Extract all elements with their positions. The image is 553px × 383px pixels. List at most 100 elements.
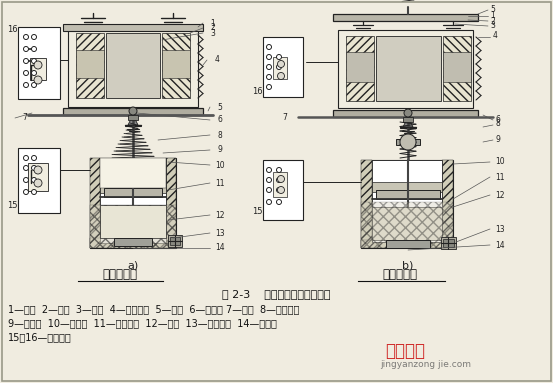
Text: 14: 14 [495, 241, 505, 249]
Bar [372, 207, 442, 240]
Circle shape [267, 64, 272, 69]
Circle shape [32, 165, 36, 170]
Bar [90, 158, 100, 248]
Text: 5: 5 [217, 103, 222, 111]
Circle shape [23, 177, 29, 183]
Circle shape [23, 70, 29, 75]
Circle shape [23, 155, 29, 160]
Text: 6: 6 [495, 116, 500, 124]
Text: 11: 11 [495, 172, 505, 182]
Circle shape [32, 34, 36, 39]
Circle shape [32, 155, 36, 160]
Circle shape [267, 75, 272, 80]
Bar [333, 14, 478, 21]
Circle shape [276, 64, 281, 69]
Text: 13: 13 [215, 229, 225, 237]
Circle shape [276, 167, 281, 172]
Text: 图 2-3    空气阻尼式时间继电器: 图 2-3 空气阻尼式时间继电器 [222, 289, 330, 299]
Bar [441, 237, 456, 249]
Bar [372, 160, 442, 242]
Circle shape [34, 76, 42, 84]
Bar [338, 30, 473, 108]
Text: 12: 12 [495, 190, 505, 200]
Bar [386, 240, 430, 248]
Bar [361, 160, 372, 248]
Text: 1: 1 [211, 18, 215, 28]
Bar [90, 158, 176, 248]
Bar [333, 110, 478, 117]
Circle shape [129, 107, 137, 115]
Bar [346, 36, 374, 101]
Text: jingyanzong jie.com: jingyanzong jie.com [380, 360, 471, 369]
Text: 6: 6 [217, 116, 222, 124]
Text: 9—弱弹簧  10—橡皮膜  11—空气宝壁  12—活塞  13—调节螺杆  14—进气门: 9—弱弹簧 10—橡皮膜 11—空气宝壁 12—活塞 13—调节螺杆 14—进气… [8, 318, 277, 328]
Circle shape [267, 167, 272, 172]
Bar [263, 160, 303, 220]
Text: 2: 2 [211, 23, 215, 33]
Circle shape [400, 134, 416, 150]
Bar [376, 36, 441, 101]
Text: 4: 4 [493, 31, 498, 41]
Bar [100, 158, 166, 188]
Circle shape [23, 82, 29, 87]
Bar [76, 33, 104, 98]
Text: 15、16—微动开关: 15、16—微动开关 [8, 332, 72, 342]
Bar [361, 160, 453, 248]
Circle shape [278, 61, 284, 67]
Circle shape [276, 188, 281, 193]
Bar [128, 115, 138, 120]
Circle shape [23, 34, 29, 39]
Bar [104, 188, 162, 197]
Bar [443, 239, 454, 247]
Text: 经验总结: 经验总结 [385, 342, 425, 360]
Bar [162, 33, 190, 98]
Circle shape [267, 54, 272, 59]
Text: 10: 10 [215, 160, 225, 170]
Bar [376, 190, 440, 199]
Text: 5: 5 [491, 5, 495, 13]
Bar [106, 33, 160, 98]
Bar [273, 57, 287, 79]
Text: 9: 9 [495, 134, 500, 144]
Circle shape [32, 82, 36, 87]
Text: 11: 11 [215, 178, 225, 188]
Text: 15: 15 [7, 200, 17, 210]
Text: 通电延时型: 通电延时型 [102, 268, 138, 281]
Text: 7: 7 [283, 113, 288, 121]
Text: 13: 13 [495, 224, 505, 234]
Text: 14: 14 [215, 244, 225, 252]
Text: 2: 2 [491, 16, 495, 26]
Circle shape [32, 59, 36, 64]
Bar [372, 182, 442, 192]
Text: 1—线圈  2—铁心  3—衔铁  4—反力弹簧  5—推板  6—活塞杆 7—杠杆  8—塔形弹簧: 1—线圈 2—铁心 3—衔铁 4—反力弹簧 5—推板 6—活塞杆 7—杠杆 8—… [8, 304, 299, 314]
Bar [100, 158, 166, 243]
Circle shape [23, 165, 29, 170]
Bar [170, 237, 180, 245]
Text: 9: 9 [217, 146, 222, 154]
Text: 8: 8 [218, 131, 222, 139]
Text: 12: 12 [215, 211, 225, 219]
Text: a): a) [127, 260, 139, 270]
Text: 16: 16 [252, 87, 262, 97]
Text: 3: 3 [491, 21, 495, 31]
Circle shape [23, 46, 29, 51]
Bar [361, 202, 453, 248]
Text: b): b) [403, 260, 414, 270]
Bar [63, 108, 203, 115]
Polygon shape [128, 115, 138, 125]
Text: 4: 4 [215, 56, 220, 64]
Bar [396, 139, 420, 145]
Bar [68, 27, 198, 107]
Circle shape [267, 177, 272, 183]
Bar [168, 235, 182, 247]
Text: 3: 3 [211, 28, 216, 38]
Bar [162, 50, 190, 78]
Bar [263, 37, 303, 97]
Circle shape [267, 44, 272, 49]
Circle shape [267, 188, 272, 193]
Bar [63, 24, 203, 31]
Circle shape [404, 109, 412, 117]
Text: 15: 15 [252, 208, 262, 216]
Circle shape [278, 187, 284, 193]
Text: 10: 10 [495, 157, 505, 167]
